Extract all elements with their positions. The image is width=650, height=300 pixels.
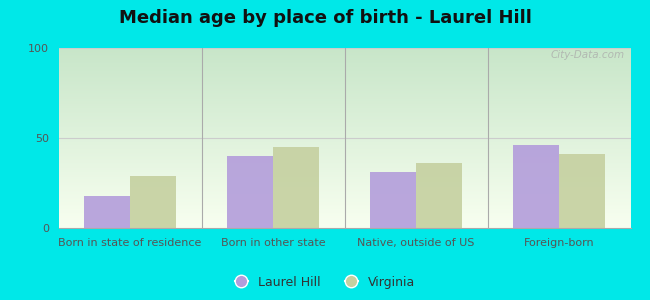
Bar xyxy=(416,163,462,228)
Legend: Laurel Hill, Virginia: Laurel Hill, Virginia xyxy=(230,271,420,294)
Bar xyxy=(559,154,604,228)
Bar xyxy=(227,156,273,228)
Text: City-Data.com: City-Data.com xyxy=(551,50,625,60)
Bar xyxy=(84,196,130,228)
Text: Median age by place of birth - Laurel Hill: Median age by place of birth - Laurel Hi… xyxy=(118,9,532,27)
Bar xyxy=(273,147,318,228)
Bar xyxy=(130,176,176,228)
Bar xyxy=(370,172,416,228)
Bar xyxy=(514,145,559,228)
